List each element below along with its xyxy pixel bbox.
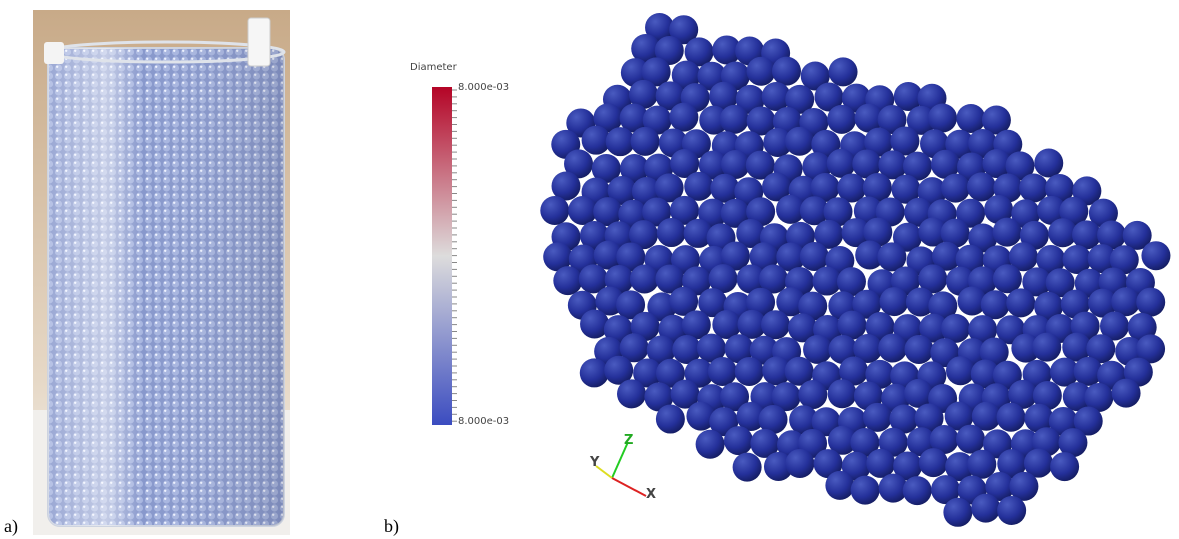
sphere xyxy=(928,103,957,132)
sphere xyxy=(656,405,685,434)
axis-triad: Z Y X xyxy=(589,433,656,502)
sphere xyxy=(1006,288,1035,317)
sphere xyxy=(827,105,856,134)
sphere xyxy=(735,357,764,386)
sphere xyxy=(630,264,659,293)
sphere xyxy=(733,453,762,482)
axis-label: Y xyxy=(589,455,600,470)
sphere xyxy=(580,358,609,387)
sphere xyxy=(1141,241,1170,270)
sphere xyxy=(669,103,698,132)
sphere xyxy=(631,127,660,156)
sphere xyxy=(828,379,857,408)
sphere xyxy=(997,403,1026,432)
axis-label: Z xyxy=(624,433,633,448)
photo xyxy=(33,10,290,535)
sphere xyxy=(825,471,854,500)
sphere xyxy=(866,449,895,478)
sphere xyxy=(540,196,569,225)
sphere xyxy=(720,105,749,134)
sphere xyxy=(708,357,737,386)
sphere xyxy=(904,335,933,364)
sphere xyxy=(993,218,1022,247)
sphere xyxy=(919,448,948,477)
sphere xyxy=(851,476,880,505)
sphere xyxy=(878,334,907,363)
panel-label: b) xyxy=(384,516,399,537)
sphere xyxy=(880,287,909,316)
sphere xyxy=(863,403,892,432)
sphere xyxy=(941,174,970,203)
sphere xyxy=(606,127,635,156)
sphere xyxy=(568,196,597,225)
sphere xyxy=(943,498,972,527)
sphere xyxy=(553,266,582,295)
colorbar-title: Diameter xyxy=(410,62,458,73)
sphere xyxy=(946,356,975,385)
sphere-packing xyxy=(540,13,1170,527)
sphere xyxy=(761,310,790,339)
sphere xyxy=(903,476,932,505)
sphere xyxy=(785,127,814,156)
sphere xyxy=(657,218,686,247)
sphere xyxy=(1034,149,1063,178)
sphere xyxy=(617,379,646,408)
sphere xyxy=(971,494,1000,523)
axis-label: X xyxy=(646,487,656,502)
sphere xyxy=(1019,173,1048,202)
colorbar xyxy=(432,87,452,425)
sphere xyxy=(956,104,985,133)
colorbar-label: 8.000e-03 xyxy=(458,82,509,93)
sphere xyxy=(1072,220,1101,249)
sphere xyxy=(956,425,985,454)
sphere xyxy=(696,430,725,459)
sphere xyxy=(800,242,829,271)
sphere xyxy=(747,57,776,86)
sphere xyxy=(1136,288,1165,317)
sphere xyxy=(772,57,801,86)
sphere xyxy=(1050,452,1079,481)
sphere xyxy=(724,426,753,455)
sphere xyxy=(785,449,814,478)
sphere xyxy=(798,380,827,409)
sphere xyxy=(1032,333,1061,362)
figure: a) b) Diameter 8.000e-03 8.000e-03 Z Y X xyxy=(0,0,1179,539)
colorbar-label: 8.000e-03 xyxy=(458,416,509,427)
colorbar-ticks xyxy=(452,90,457,421)
sphere xyxy=(829,57,858,86)
sphere xyxy=(981,290,1010,319)
panel-label: a) xyxy=(4,516,18,537)
sphere xyxy=(997,496,1026,525)
sphere xyxy=(1112,379,1141,408)
